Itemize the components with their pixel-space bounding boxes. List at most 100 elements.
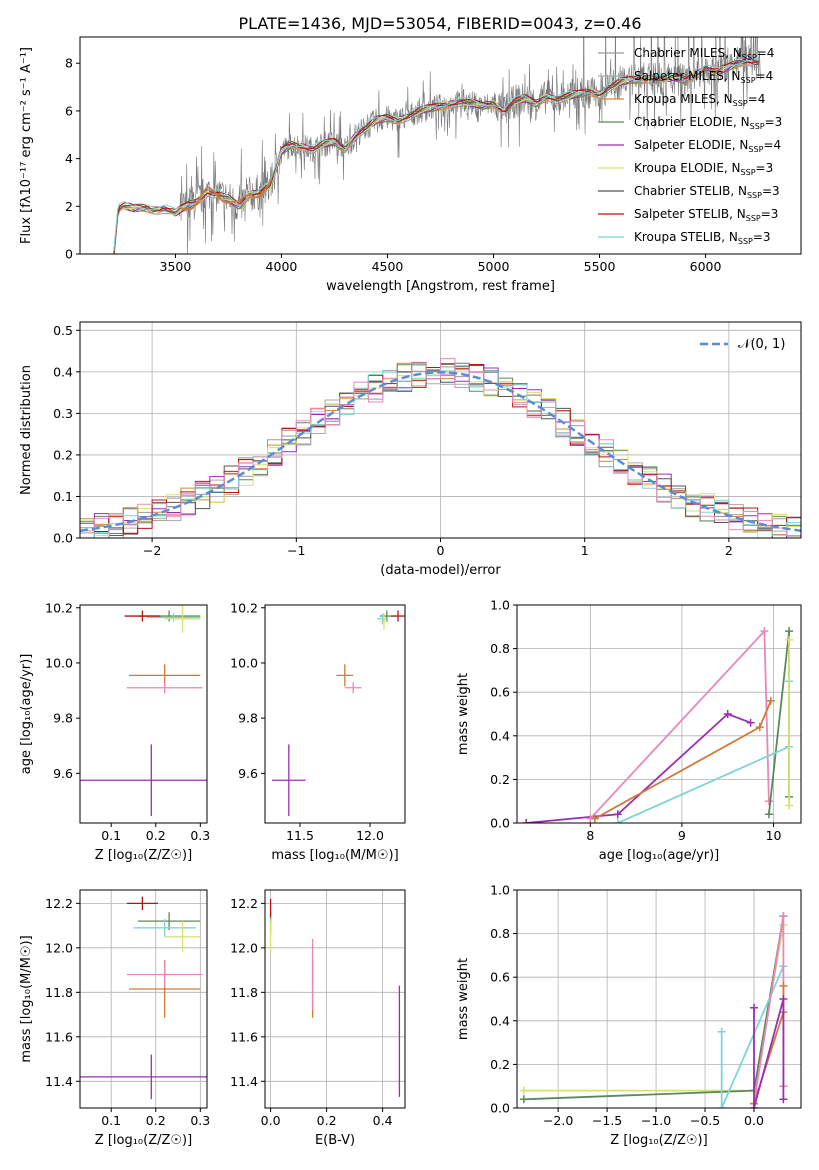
x-tick-label: 0.2 <box>317 1113 337 1128</box>
age-weight-panel: 8 9 10 0.0 0.2 0.4 0.6 0.8 1.0 age [log₁₀(age/yr)… <box>456 598 802 863</box>
weight-marker <box>749 1104 758 1108</box>
residuals-panel: −2 −1 0 1 2 0.0 0.1 0.2 0.3 0.4 0.5 (data-model)/er… <box>19 321 802 578</box>
x-axis-label: mass [log₁₀(M/M☉)] <box>271 848 398 863</box>
legend-suffix: =4 <box>757 46 775 60</box>
model-spectrum-line <box>113 58 760 251</box>
y-tick-label: 11.8 <box>45 985 73 1000</box>
legend-label: Kroupa STELIB, N <box>634 230 738 244</box>
weight-marker <box>766 696 775 705</box>
y-tick-label: 11.6 <box>230 1029 258 1044</box>
y-tick-label: 6 <box>65 103 73 118</box>
plots: 3500 4000 4500 5000 5500 6000 0 2 4 6 8 wavelength … <box>19 36 802 1148</box>
weight-marker <box>746 718 755 727</box>
weight-series <box>519 920 788 1095</box>
y-tick-label: 1.0 <box>490 883 510 898</box>
y-tick-label: 0.0 <box>490 816 510 831</box>
legend-label: Salpeter ELODIE, N <box>634 138 748 152</box>
y-tick-label: 0.6 <box>490 970 510 985</box>
weight-series-line <box>523 916 785 1101</box>
x-tick-label: 0.2 <box>146 828 166 843</box>
y-tick-label: 0.0 <box>53 531 73 546</box>
y-tick-label: 12.0 <box>230 940 258 955</box>
y-tick-label: 9.8 <box>53 711 73 726</box>
x-tick-label: 0.1 <box>101 828 121 843</box>
weight-marker <box>522 819 531 823</box>
x-tick-label: −1.0 <box>641 1113 671 1128</box>
legend-label: Kroupa ELODIE, N <box>634 161 741 175</box>
weight-marker <box>519 1086 528 1095</box>
z-weight-plot-area <box>519 912 788 1108</box>
y-axis-label: mass weight <box>456 958 471 1040</box>
legend-subscript: SSP <box>741 76 756 85</box>
legend-entry: Chabrier STELIB, NSSP=3 <box>634 184 780 200</box>
mass-age-panel: 11.5 12.0 9.6 9.8 10.0 10.2 mass [log₁₀(M/M☉)] <box>230 600 406 863</box>
x-axis-label: age [log₁₀(age/yr)] <box>599 848 720 863</box>
weight-marker <box>723 710 732 718</box>
weight-marker <box>717 1104 726 1108</box>
weight-series-line <box>720 965 785 1108</box>
y-axis-label: age [log₁₀(age/yr)] <box>19 654 34 775</box>
y-tick-label: 11.4 <box>230 1074 258 1089</box>
x-tick-label: 11.5 <box>286 828 314 843</box>
legend-subscript: SSP <box>746 214 761 223</box>
y-axis-label: mass [log₁₀(M/M☉)] <box>19 935 34 1062</box>
x-axis-label: Z [log₁₀(Z/Z☉)] <box>95 848 192 863</box>
legend-suffix: =4 <box>763 138 781 152</box>
y-tick-label: 9.6 <box>53 766 73 781</box>
weight-series-line <box>617 681 790 823</box>
legend-label: Chabrier MILES, N <box>634 46 742 60</box>
y-tick-label: 10.2 <box>45 600 73 615</box>
x-tick-label: 4000 <box>266 259 298 274</box>
mass-age-plot-area <box>272 610 405 817</box>
axes-frame <box>516 889 802 1109</box>
data-point <box>391 610 405 622</box>
legend-label: Salpeter MILES, N <box>634 69 741 83</box>
axes-frame <box>79 604 208 824</box>
y-tick-label: 10.0 <box>230 655 258 670</box>
x-tick-label: 0.0 <box>744 1113 764 1128</box>
data-point <box>126 682 203 694</box>
data-point <box>80 1054 207 1100</box>
normal-distribution-curve <box>80 371 801 532</box>
weight-marker <box>779 912 788 921</box>
weight-marker <box>519 1095 528 1104</box>
x-tick-label: 5500 <box>584 259 616 274</box>
weight-series <box>590 696 775 823</box>
weight-marker <box>785 801 794 810</box>
legend-suffix: =4 <box>748 92 766 106</box>
weight-marker <box>764 797 773 806</box>
axes-frame <box>264 604 406 824</box>
legend-entry: Salpeter MILES, NSSP=4 <box>634 69 773 85</box>
legend-entry: Salpeter STELIB, NSSP=3 <box>634 207 778 223</box>
x-tick-label: 4500 <box>372 259 404 274</box>
x-tick-label: 5000 <box>478 259 510 274</box>
y-tick-label: 11.4 <box>45 1074 73 1089</box>
legend-label: Chabrier ELODIE, N <box>634 115 750 129</box>
x-axis-label: Z [log₁₀(Z/Z☉)] <box>610 1133 707 1148</box>
x-axis-label: (data-model)/error <box>380 563 501 578</box>
weight-marker <box>749 1003 758 1012</box>
z-age-plot-area <box>80 605 207 817</box>
weight-series-line <box>753 916 785 1104</box>
x-tick-label: −2 <box>143 543 161 558</box>
legend-subscript: SSP <box>733 99 748 108</box>
weight-series <box>749 995 788 1108</box>
x-axis-label: E(B-V) <box>315 1133 355 1148</box>
legend-entry: Kroupa STELIB, NSSP=3 <box>634 230 771 246</box>
x-tick-label: 3500 <box>160 259 192 274</box>
legend-entry: Salpeter ELODIE, NSSP=4 <box>634 138 781 154</box>
data-point <box>133 918 196 937</box>
legend-subscript: SSP <box>738 237 753 246</box>
y-tick-label: 12.2 <box>45 896 73 911</box>
y-tick-label: 0.2 <box>490 772 510 787</box>
legend-entry: Kroupa MILES, NSSP=4 <box>634 92 765 108</box>
y-tick-label: 10.2 <box>230 600 258 615</box>
y-tick-label: 2 <box>65 199 73 214</box>
y-tick-label: 11.6 <box>45 1029 73 1044</box>
y-tick-label: 0.8 <box>490 926 510 941</box>
spectrum-panel: 3500 4000 4500 5000 5500 6000 0 2 4 6 8 wavelength … <box>19 36 802 294</box>
data-point <box>124 610 161 622</box>
weight-marker <box>764 810 773 819</box>
